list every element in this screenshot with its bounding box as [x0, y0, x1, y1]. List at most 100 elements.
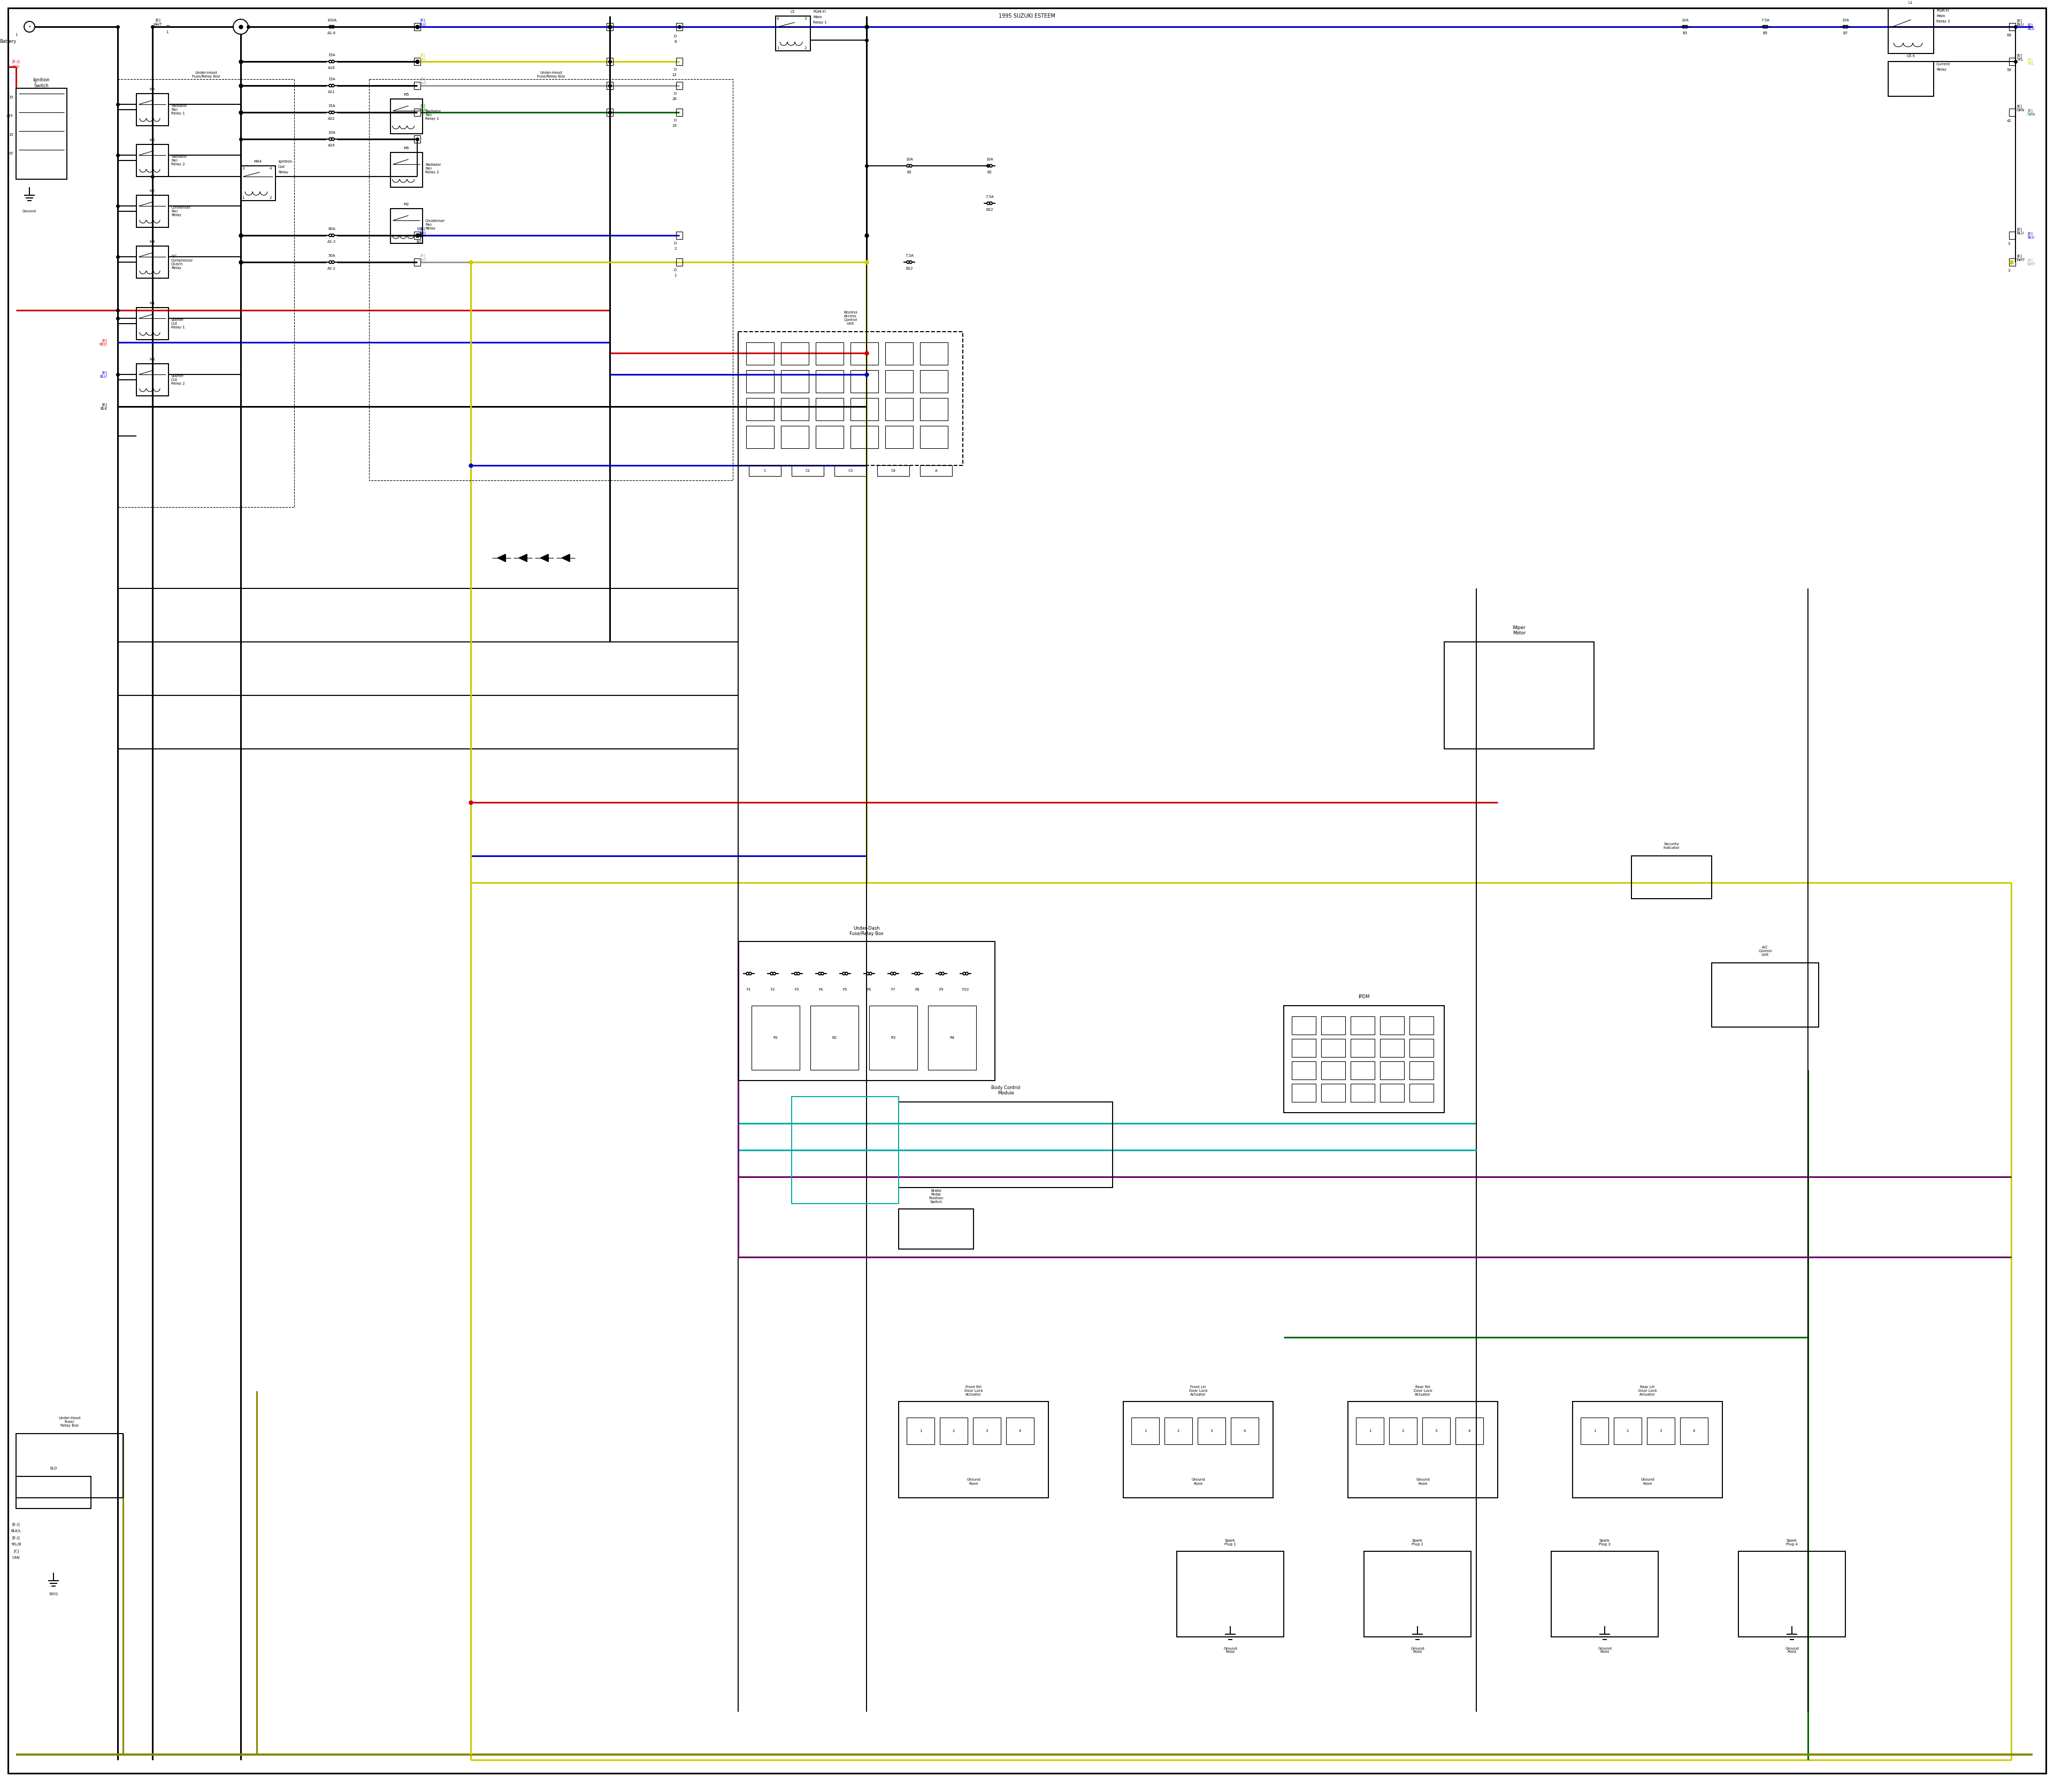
Bar	[1409, 1039, 1434, 1057]
Bar	[1177, 1552, 1284, 1636]
Text: 1: 1	[1368, 1430, 1372, 1432]
Text: Under-Hood
Fuse/
Relay Box: Under-Hood Fuse/ Relay Box	[58, 1416, 80, 1426]
Bar	[2009, 23, 2015, 30]
Bar	[1321, 1084, 1345, 1102]
Bar	[1380, 1061, 1405, 1079]
Text: R3: R3	[891, 1036, 896, 1039]
Bar	[390, 152, 423, 186]
Text: Radiator
Fan
Relay 1: Radiator Fan Relay 1	[425, 109, 442, 120]
Text: C2: C2	[805, 470, 809, 473]
Bar	[746, 426, 774, 448]
Text: 4: 4	[269, 167, 271, 170]
Text: B7: B7	[1842, 32, 1849, 34]
Bar	[885, 342, 914, 366]
Text: B31: B31	[417, 240, 423, 244]
Text: WHT: WHT	[419, 82, 427, 84]
Text: 19: 19	[672, 124, 676, 127]
Text: D: D	[674, 118, 676, 122]
Text: 10A: 10A	[329, 131, 335, 134]
Text: [E]
GRN: [E] GRN	[2027, 109, 2036, 116]
Text: 15A: 15A	[329, 104, 335, 108]
Bar	[136, 93, 168, 125]
Bar	[676, 82, 682, 90]
Text: Ground
Point: Ground Point	[1785, 1647, 1799, 1654]
Bar	[1380, 1084, 1405, 1102]
Text: Security
Indicator: Security Indicator	[1664, 842, 1680, 849]
Bar	[415, 109, 421, 116]
Bar	[415, 231, 421, 238]
Text: WHT: WHT	[154, 23, 162, 27]
Bar	[815, 398, 844, 421]
Bar	[1614, 1417, 1641, 1444]
Bar	[676, 57, 682, 65]
Text: Current: Current	[1937, 63, 1951, 66]
Text: 4: 4	[776, 18, 778, 20]
Text: B3: B3	[1682, 32, 1688, 34]
Bar	[850, 398, 879, 421]
Bar	[1409, 1061, 1434, 1079]
Text: 1: 1	[14, 34, 16, 36]
Text: Radiator
Fan
Relay 2: Radiator Fan Relay 2	[170, 156, 187, 167]
Text: [E]
GRN: [E] GRN	[2017, 104, 2025, 111]
Text: Ignition: Ignition	[277, 159, 292, 163]
Text: 2: 2	[269, 197, 271, 199]
Bar	[606, 57, 612, 65]
Polygon shape	[520, 554, 528, 561]
Text: 1: 1	[674, 274, 676, 278]
Text: R4: R4	[949, 1036, 955, 1039]
Bar	[1292, 1061, 1317, 1079]
Text: Front LH
Door Lock
Actuator: Front LH Door Lock Actuator	[1189, 1385, 1208, 1396]
Bar	[1124, 1401, 1273, 1498]
Text: F3: F3	[795, 987, 799, 991]
Bar	[737, 332, 963, 466]
Bar	[850, 342, 879, 366]
Bar	[1352, 1084, 1374, 1102]
Text: Keyless
Access
Control
Unit: Keyless Access Control Unit	[844, 310, 857, 324]
Text: F1: F1	[746, 987, 752, 991]
Bar	[676, 23, 682, 30]
Bar	[136, 246, 168, 278]
Bar	[920, 371, 947, 392]
Text: B22: B22	[906, 267, 912, 271]
Bar	[240, 167, 275, 201]
Bar	[1197, 1417, 1226, 1444]
Text: Spark
Plug 2: Spark Plug 2	[1411, 1539, 1423, 1546]
Text: 1: 1	[242, 197, 244, 199]
Bar	[1284, 1005, 1444, 1113]
Text: 12: 12	[672, 73, 676, 77]
Text: +: +	[29, 25, 31, 29]
Text: 26: 26	[672, 97, 676, 100]
Bar	[900, 1401, 1048, 1498]
Text: GRN: GRN	[419, 109, 427, 111]
Bar	[136, 308, 168, 340]
Text: A1-6: A1-6	[327, 32, 337, 34]
Bar	[1352, 1039, 1374, 1057]
Text: Main: Main	[1937, 14, 1945, 18]
Text: F5: F5	[842, 987, 848, 991]
Bar	[1888, 61, 1933, 97]
Text: M5: M5	[405, 93, 409, 97]
Text: BLK/L: BLK/L	[10, 1529, 21, 1532]
Bar	[676, 231, 682, 238]
Bar	[1165, 1417, 1191, 1444]
Text: [E]
WHT: [E] WHT	[2017, 254, 2025, 262]
Text: Brake
Pedal
Position
Switch: Brake Pedal Position Switch	[928, 1190, 943, 1204]
Text: 59: 59	[2007, 68, 2011, 72]
Text: Under-Hood
Fuse/Relay Box: Under-Hood Fuse/Relay Box	[191, 72, 220, 79]
Bar	[791, 1097, 900, 1204]
Bar	[676, 109, 682, 116]
Bar	[415, 82, 421, 90]
Bar	[834, 466, 867, 477]
Text: 15: 15	[8, 133, 14, 136]
Bar	[906, 1417, 935, 1444]
Text: F8: F8	[916, 987, 920, 991]
Bar	[370, 79, 733, 480]
Bar	[885, 398, 914, 421]
Text: 42: 42	[2007, 120, 2011, 122]
Text: 3: 3	[2009, 269, 2011, 272]
Text: 3: 3	[1210, 1430, 1212, 1432]
Bar	[781, 342, 809, 366]
Text: Ground: Ground	[23, 210, 37, 213]
Text: [E-J]: [E-J]	[12, 1536, 21, 1539]
Text: A/C
Compressor
Clutch
Relay: A/C Compressor Clutch Relay	[170, 254, 193, 269]
